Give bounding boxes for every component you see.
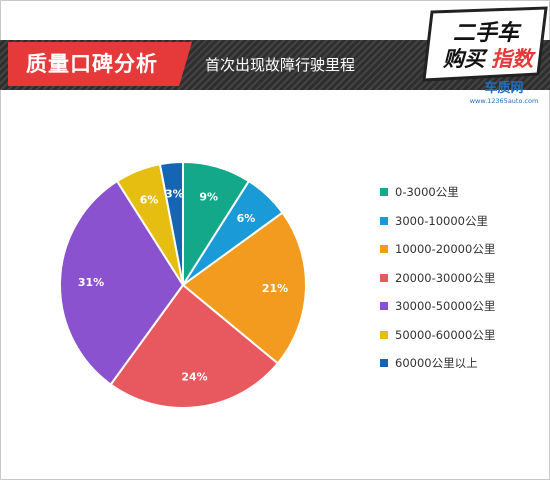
legend-swatch [380,245,388,253]
slice-data-label-5: 31% [78,276,104,289]
legend-swatch [380,359,388,367]
brand-logo: 二手车 购买 指数 车质网 www.12365auto.com [422,6,548,105]
legend-label: 20000-30000公里 [395,270,496,285]
legend-swatch [380,330,388,339]
legend-item-4: 20000-30000公里 [380,270,545,286]
legend-label: 3000-10000公里 [395,213,488,228]
logo-line2-b: 指数 [491,47,536,71]
legend-label: 0-3000公里 [395,185,459,199]
legend-item-3: 10000-20000公里 [380,241,545,257]
legend-label: 60000公里以上 [395,356,478,370]
slice-data-label-2: 6% [237,212,256,225]
legend-swatch [380,188,388,196]
legend-label: 10000-20000公里 [395,242,496,256]
legend-item-6: 50000-60000公里 [380,327,545,343]
chart-legend: 0-3000公里 3000-10000公里 10000-20000公里 20000-3… [380,184,545,384]
legend-item-5: 30000-50000公里 [380,298,545,314]
legend-swatch [380,216,388,225]
pie-slice-3 [182,211,307,365]
legend-item-2: 3000-10000公里 [380,213,545,229]
legend-label: 30000-50000公里 [395,299,496,313]
pie-slice-4 [109,284,279,409]
pie-slice-7 [158,161,184,286]
slice-data-label-4: 24% [181,370,207,383]
slice-data-label-1: 9% [199,191,218,204]
legend-label: 50000-60000公里 [395,327,496,342]
chart-subtitle: 首次出现故障行驶里程 [205,56,356,74]
legend-swatch [380,302,388,310]
slice-data-label-3: 21% [262,282,288,295]
logo-url: www.12365auto.com [470,97,539,105]
logo-line2-a: 购买 [442,47,489,71]
slice-data-label-6: 6% [140,194,159,207]
slice-data-label-7: 3% [165,187,184,200]
legend-item-7: 60000公里以上 [380,355,545,371]
section-title: 质量口碑分析 [8,42,192,86]
pie-slice-5 [59,180,184,386]
logo-brand: 车质网 [484,80,523,96]
legend-item-1: 0-3000公里 [380,184,545,200]
logo-line1: 二手车 [453,20,522,46]
legend-swatch [380,273,388,282]
